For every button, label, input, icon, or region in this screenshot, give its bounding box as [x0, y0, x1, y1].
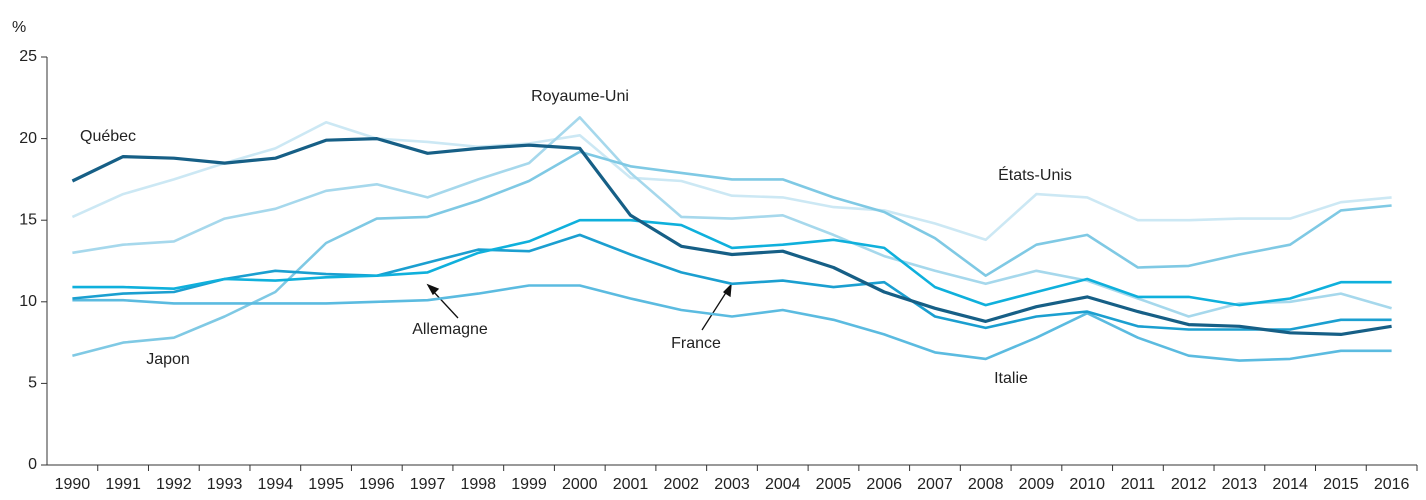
series-line	[72, 150, 1392, 357]
x-tick-label: 1993	[207, 476, 243, 493]
x-tick-label: 1994	[258, 476, 294, 493]
arrows	[426, 283, 732, 331]
x-tick-label: 1998	[460, 476, 496, 493]
x-tick-label: 2003	[714, 476, 750, 493]
y-tick-label: 5	[28, 375, 37, 392]
arrow	[431, 289, 459, 319]
x-tick-label: 2009	[1019, 476, 1055, 493]
x-tick-label: 1999	[511, 476, 547, 493]
x-tick-label: 1991	[105, 476, 141, 493]
x-tick-label: 2013	[1222, 476, 1258, 493]
x-tick-label: 2005	[816, 476, 852, 493]
series-line	[72, 116, 1392, 318]
x-tick-label: 2001	[613, 476, 649, 493]
x-tick-label: 2007	[917, 476, 953, 493]
y-tick-label: 20	[19, 130, 37, 147]
x-tick-label: 2006	[866, 476, 902, 493]
x-tick-label: 2011	[1121, 476, 1156, 493]
x-tick-label: 1990	[55, 476, 91, 493]
x-tick-label: 1992	[156, 476, 192, 493]
series-label: États-Unis	[998, 165, 1072, 184]
y-tick-label: 25	[19, 48, 37, 65]
series-label: Italie	[994, 370, 1028, 387]
series-label: France	[671, 335, 721, 352]
x-tick-label: 1996	[359, 476, 395, 493]
y-tick-label: 0	[28, 456, 37, 473]
y-tick-label: 10	[19, 293, 37, 310]
series-label: Québec	[80, 128, 136, 145]
x-tick-label: 1997	[410, 476, 446, 493]
series-line	[72, 284, 1392, 362]
y-tick-label: 15	[19, 211, 37, 228]
x-tick-label: 2008	[968, 476, 1004, 493]
x-tick-label: 2002	[663, 476, 699, 493]
series-line	[72, 233, 1392, 331]
series-label: Japon	[146, 351, 190, 368]
x-tick-label: 2000	[562, 476, 598, 493]
x-tick-label: 2012	[1171, 476, 1207, 493]
x-tick-label: 2015	[1323, 476, 1359, 493]
series-line	[71, 121, 1392, 242]
x-tick-label: 2014	[1272, 476, 1308, 493]
series-label: Allemagne	[412, 321, 488, 338]
series-line	[71, 137, 1392, 336]
arrow	[701, 290, 728, 331]
x-tick-label: 1995	[308, 476, 344, 493]
series-label: Royaume-Uni	[531, 88, 629, 105]
series-line	[72, 218, 1392, 307]
arrow-head	[722, 283, 732, 298]
arrow-head	[426, 283, 440, 296]
x-tick-label: 2010	[1069, 476, 1105, 493]
y-axis-label: %	[12, 19, 26, 36]
x-tick-label: 2016	[1374, 476, 1410, 493]
x-tick-label: 2004	[765, 476, 801, 493]
